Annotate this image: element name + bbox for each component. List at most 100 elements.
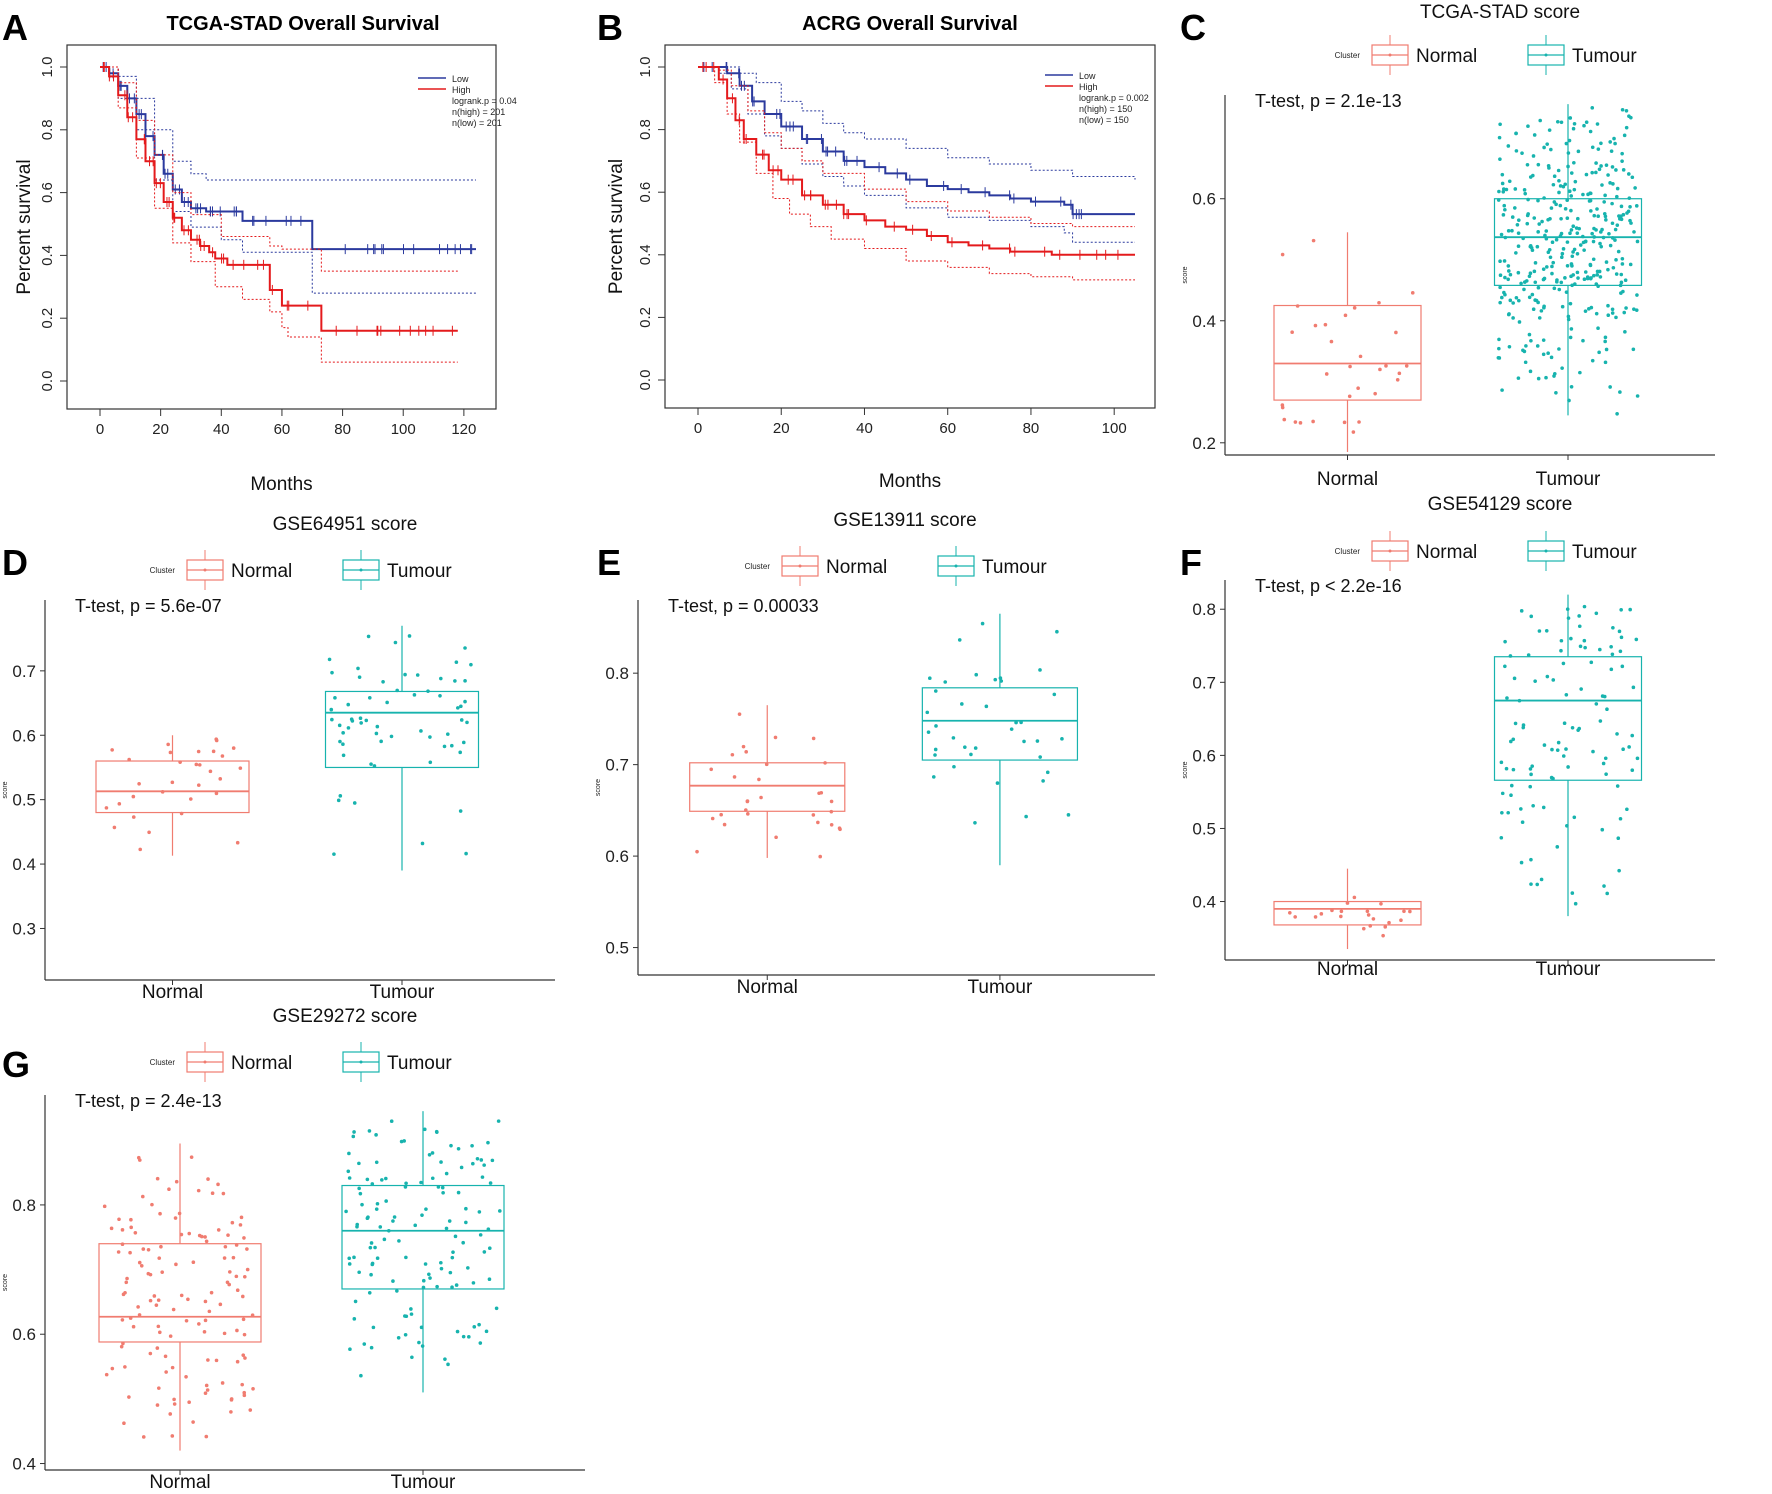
legend-title: Cluster — [150, 566, 176, 575]
data-point — [1590, 145, 1595, 150]
data-point — [1594, 611, 1599, 616]
y-tick-label: 0.8 — [1192, 600, 1216, 619]
data-point — [245, 1267, 250, 1272]
data-point — [1498, 259, 1502, 264]
data-point — [1566, 616, 1571, 620]
data-point — [1597, 350, 1601, 355]
y-tick-label: 0.2 — [1192, 434, 1216, 453]
data-point — [248, 1408, 253, 1412]
data-point — [428, 760, 433, 765]
data-point — [1329, 339, 1334, 344]
data-point — [1599, 230, 1603, 234]
data-point — [1559, 216, 1563, 221]
box-normal — [98, 1243, 262, 1343]
data-point — [1609, 149, 1614, 153]
data-point — [184, 1318, 189, 1323]
data-point — [235, 1288, 240, 1292]
data-point — [1511, 737, 1516, 742]
data-point — [374, 731, 379, 736]
data-point — [746, 812, 750, 816]
data-point — [1561, 247, 1566, 251]
data-point — [1564, 693, 1569, 697]
data-point — [1620, 256, 1625, 261]
x-tick-label: 20 — [152, 421, 169, 438]
data-point — [226, 1233, 230, 1237]
data-point — [1623, 278, 1628, 282]
data-point — [1565, 198, 1569, 203]
data-point — [1024, 814, 1028, 819]
data-point — [1572, 187, 1577, 192]
data-point — [1536, 198, 1540, 203]
data-point — [1529, 772, 1533, 777]
data-point — [1519, 281, 1523, 286]
data-point — [1559, 648, 1563, 653]
data-point — [357, 675, 362, 679]
data-point — [957, 638, 962, 642]
data-point — [403, 672, 407, 677]
data-point — [1014, 720, 1018, 725]
data-point — [973, 746, 978, 750]
data-point — [1509, 783, 1514, 788]
data-point — [373, 1245, 377, 1250]
data-point — [1619, 272, 1624, 277]
data-point — [352, 1255, 356, 1260]
data-point — [1395, 378, 1400, 382]
data-point — [1499, 232, 1504, 237]
legend-key-dot — [203, 1060, 207, 1064]
data-point — [216, 1182, 220, 1187]
data-point — [1498, 122, 1502, 127]
data-point — [1578, 644, 1583, 649]
data-point — [461, 1240, 465, 1245]
data-point — [1605, 891, 1609, 896]
data-point — [1628, 262, 1633, 267]
data-point — [1565, 263, 1570, 268]
data-point — [409, 1312, 414, 1316]
data-point — [719, 812, 723, 817]
data-point — [1611, 265, 1616, 270]
survival-curve-low — [698, 66, 1135, 216]
data-point — [490, 1158, 495, 1163]
data-point — [1516, 231, 1521, 235]
data-point — [129, 1217, 133, 1222]
data-point — [1528, 243, 1533, 248]
data-point — [1552, 374, 1556, 378]
data-point — [488, 1181, 493, 1185]
data-point — [1509, 793, 1513, 797]
data-point — [745, 799, 750, 803]
data-point — [1598, 275, 1603, 279]
data-point — [1578, 370, 1582, 375]
data-point — [1060, 737, 1064, 741]
data-point — [1397, 371, 1402, 376]
data-point — [173, 1216, 178, 1220]
data-point — [984, 704, 989, 709]
data-point — [1542, 743, 1547, 747]
data-point — [1557, 287, 1562, 292]
data-point — [179, 1232, 184, 1237]
data-point — [1613, 227, 1618, 232]
data-point — [1536, 230, 1540, 234]
data-point — [1589, 276, 1593, 280]
data-point — [1041, 779, 1045, 783]
data-point — [1570, 254, 1575, 259]
data-point — [1614, 258, 1618, 262]
data-point — [1569, 208, 1573, 213]
data-point — [454, 660, 459, 665]
data-point — [1577, 726, 1582, 731]
data-point — [1599, 141, 1603, 146]
data-point — [1498, 157, 1502, 161]
data-point — [368, 1245, 373, 1250]
data-point — [477, 1322, 481, 1327]
data-point — [137, 781, 141, 786]
data-point — [1038, 755, 1042, 759]
data-point — [229, 1410, 233, 1414]
data-point — [365, 1216, 370, 1221]
data-point — [231, 746, 236, 750]
data-point — [709, 767, 714, 772]
data-point — [1570, 725, 1575, 730]
x-tick-label: 40 — [213, 421, 230, 438]
data-point — [450, 1285, 454, 1290]
data-point — [330, 717, 334, 722]
data-point — [1569, 194, 1574, 198]
data-point — [1311, 419, 1315, 424]
legend-key-dot — [359, 1060, 363, 1064]
